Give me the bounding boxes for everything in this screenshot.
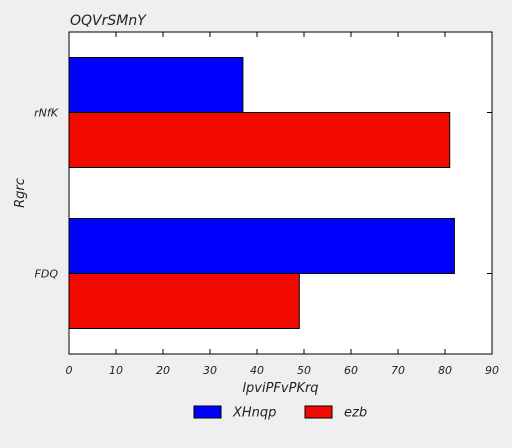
x-tick-label: 30 xyxy=(203,364,217,377)
x-tick-label: 70 xyxy=(391,364,405,377)
legend: XHnqp ezb xyxy=(193,405,367,421)
y-tick-label: rNfK xyxy=(34,107,59,120)
bar-XHnqp-rNfK xyxy=(68,57,244,113)
legend-label-XHnqp: XHnqp xyxy=(232,406,276,421)
bar-XHnqp-FDQ xyxy=(68,218,455,274)
legend-swatch-ezb xyxy=(304,405,333,419)
x-axis-label: lpviPFvPKrq xyxy=(242,381,318,396)
x-tick-label: 40 xyxy=(250,364,264,377)
x-tick-label: 10 xyxy=(109,364,123,377)
bar-ezb-rNfK xyxy=(68,112,451,168)
plot-frame xyxy=(68,31,493,355)
x-tick-label: 0 xyxy=(66,364,73,377)
legend-swatch-XHnqp xyxy=(193,405,222,419)
x-tick-label: 20 xyxy=(156,364,170,377)
y-tick-label: FDQ xyxy=(35,268,59,281)
x-tick-label: 60 xyxy=(344,364,358,377)
chart-title: OQVrSMnY xyxy=(70,13,147,29)
bar-ezb-FDQ xyxy=(68,273,300,329)
x-tick-label: 50 xyxy=(297,364,311,377)
y-axis-label: Rgrc xyxy=(13,178,28,208)
x-tick-label: 80 xyxy=(438,364,452,377)
x-tick-label: 90 xyxy=(485,364,499,377)
legend-label-ezb: ezb xyxy=(344,406,367,421)
